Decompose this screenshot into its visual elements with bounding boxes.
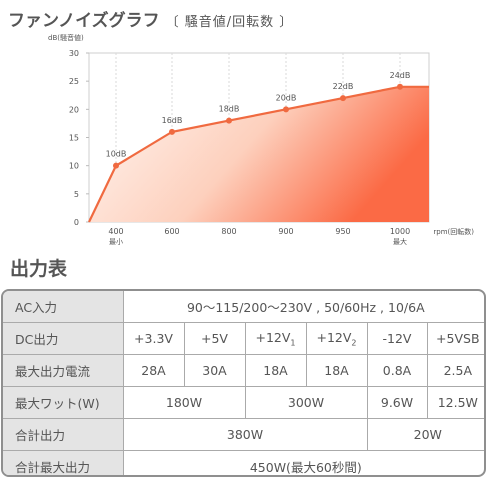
chart-title-text: ファンノイズグラフ: [8, 11, 160, 31]
table-row: 合計最大出力 450W(最大60秒間): [3, 450, 484, 475]
y-tick-label: 5: [74, 190, 79, 199]
x-tick-sublabel: 最小: [109, 237, 123, 246]
x-axis-label: rpm(回転数): [433, 227, 474, 236]
y-tick-label: 30: [69, 49, 79, 58]
y-tick-label: 15: [69, 134, 79, 143]
data-label: 10dB: [106, 150, 127, 159]
data-label: 20dB: [276, 93, 297, 102]
dc-output-3v3: +3.3V: [122, 322, 185, 355]
row-label-dc-output: DC出力: [3, 322, 124, 355]
max-watt-5vsb: 12.5W: [426, 386, 484, 419]
x-tick-label: 900: [278, 227, 293, 236]
x-tick-label: 1000: [390, 227, 410, 236]
y-tick-label: 0: [74, 218, 79, 227]
x-tick-sublabel: 最大: [393, 237, 407, 246]
dc-output-12v1: +12V1: [244, 322, 307, 355]
series-area: [89, 86, 429, 222]
total-output-minor: 20W: [366, 418, 484, 451]
dc-output-12v1-sub: 1: [290, 338, 296, 348]
max-watt-3v3-5v: 180W: [122, 386, 246, 419]
table-row: 合計出力 380W 20W: [3, 418, 484, 451]
data-point: [283, 106, 289, 113]
data-point: [397, 83, 403, 90]
total-output-main: 380W: [122, 418, 368, 451]
output-table-title: 出力表: [10, 258, 68, 280]
dc-output-12v1-main: +12V: [255, 329, 291, 345]
dc-output-12v2: +12V2: [305, 322, 368, 355]
x-tick-label: 400: [108, 227, 123, 236]
x-tick-label: 950: [335, 227, 350, 236]
dc-output-12v2-sub: 2: [351, 338, 357, 348]
row-label-max-watt: 最大ワット(W): [3, 386, 124, 419]
dc-output-5v: +5V: [183, 322, 246, 355]
dc-output-12v2-main: +12V: [316, 329, 352, 345]
data-point: [226, 117, 232, 124]
table-row: AC入力 90〜115/200〜230V , 50/60Hz , 10/6A: [3, 291, 484, 323]
data-label: 24dB: [390, 71, 411, 80]
max-current-5v: 30A: [183, 354, 246, 387]
chart-subtitle: 〔 騒音値/回転数 〕: [165, 15, 294, 30]
y-tick-label: 20: [69, 105, 79, 114]
ac-input-value: 90〜115/200〜230V , 50/60Hz , 10/6A: [122, 291, 484, 323]
fan-noise-chart: dB(騒音値) 0 5 10 15 20 25 30 10dB 16dB 18dB 20dB 22dB 2…: [48, 33, 474, 246]
data-point: [169, 128, 175, 135]
max-current-5vsb: 2.5A: [426, 354, 484, 387]
output-table: AC入力 90〜115/200〜230V , 50/60Hz , 10/6A D…: [1, 289, 486, 477]
row-label-max-current: 最大出力電流: [3, 354, 124, 387]
table-row: 最大ワット(W) 180W 300W 9.6W 12.5W: [3, 386, 484, 419]
data-label: 22dB: [333, 82, 354, 91]
data-point: [340, 95, 346, 102]
max-current-3v3: 28A: [122, 354, 185, 387]
x-tick-label: 600: [164, 227, 179, 236]
max-current-neg12v: 0.8A: [366, 354, 428, 387]
table-row: 最大出力電流 28A 30A 18A 18A 0.8A 2.5A: [3, 354, 484, 387]
chart-title: ファンノイズグラフ〔 騒音値/回転数 〕: [8, 6, 293, 31]
y-axis-label: dB(騒音値): [48, 33, 84, 42]
table-row: DC出力 +3.3V +5V +12V1 +12V2 -12V +5VSB: [3, 322, 484, 355]
data-label: 18dB: [219, 105, 240, 114]
y-tick-label: 10: [69, 162, 79, 171]
max-current-12v1: 18A: [244, 354, 307, 387]
y-tick-label: 25: [69, 77, 79, 86]
data-label: 16dB: [162, 116, 183, 125]
dc-output-neg12v: -12V: [366, 322, 428, 355]
row-label-ac-input: AC入力: [3, 291, 124, 323]
dc-output-5vsb: +5VSB: [426, 322, 484, 355]
series-line: [88, 85, 429, 223]
max-watt-neg12v: 9.6W: [366, 386, 428, 419]
row-label-total-max-output: 合計最大出力: [3, 450, 124, 475]
x-tick-label: 800: [221, 227, 236, 236]
max-watt-12v: 300W: [244, 386, 368, 419]
max-current-12v2: 18A: [305, 354, 368, 387]
data-point: [113, 162, 119, 169]
row-label-total-output: 合計出力: [3, 418, 124, 451]
total-max-output-value: 450W(最大60秒間): [122, 450, 484, 475]
